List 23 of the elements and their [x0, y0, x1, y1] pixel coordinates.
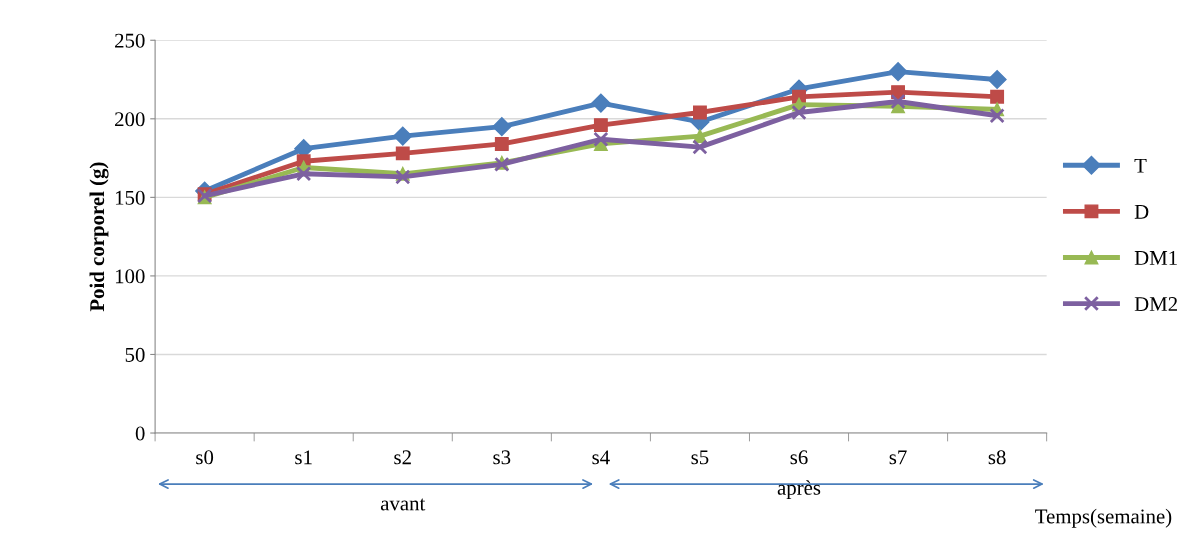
legend-label: DM1	[1134, 251, 1177, 265]
y-tick-label: 250	[115, 33, 145, 48]
x-tick-label: s7	[889, 450, 907, 465]
legend-label: D	[1134, 205, 1149, 219]
x-tick-label: s2	[394, 450, 411, 465]
y-axis-title: Poid corporel (g)	[89, 162, 109, 312]
x-axis-title: Temps(semaine)	[1035, 508, 1172, 528]
y-tick-label: 200	[115, 112, 145, 127]
x-tick-label: s1	[295, 450, 312, 465]
x-tick-label: s0	[196, 450, 214, 465]
y-tick-label: 100	[115, 269, 145, 284]
y-tick-label: 0	[135, 426, 145, 441]
text: avant	[380, 498, 426, 511]
x-tick-label: s3	[493, 450, 511, 465]
legend-label: DM2	[1134, 297, 1177, 311]
x-tick-label: s4	[592, 450, 610, 465]
text: après	[777, 480, 821, 500]
y-tick-label: 50	[125, 347, 145, 362]
y-tick-label: 150	[115, 190, 145, 205]
x-tick-label: s6	[790, 450, 808, 465]
legend-label: T	[1134, 158, 1147, 173]
x-tick-label: s8	[988, 450, 1006, 465]
x-tick-label: s5	[691, 450, 709, 465]
